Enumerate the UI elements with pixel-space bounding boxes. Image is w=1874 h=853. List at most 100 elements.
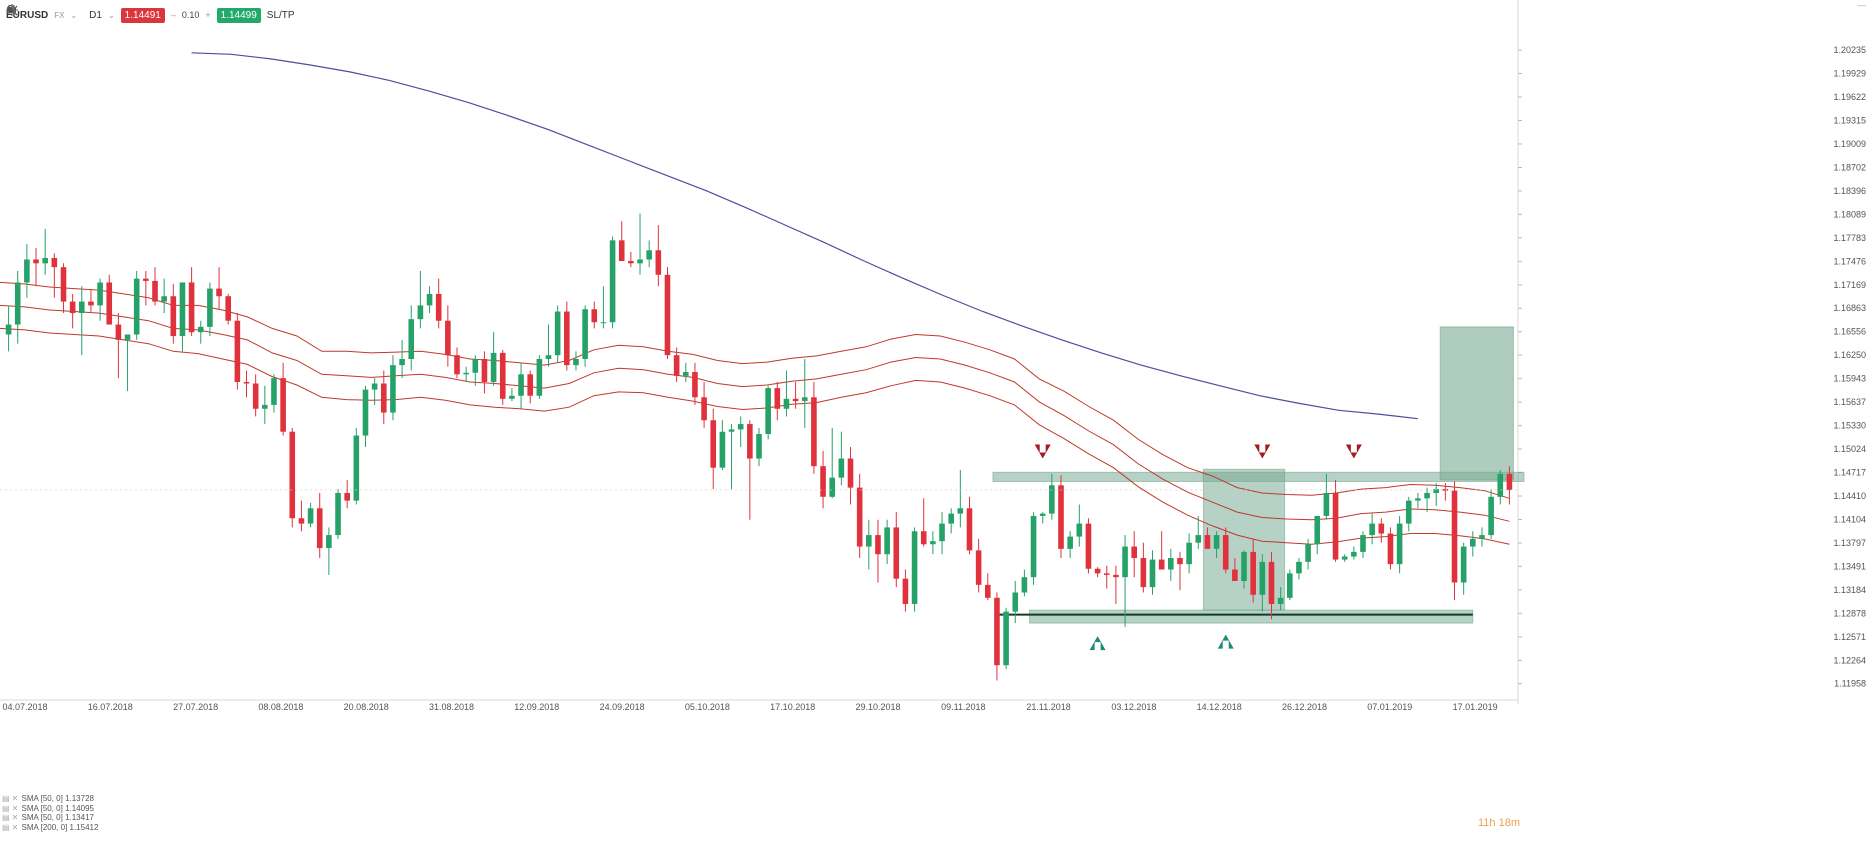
x-tick-label: 03.12.2018	[1111, 702, 1156, 712]
y-tick-label: 1.17476	[1833, 256, 1866, 266]
candle-body	[536, 359, 543, 396]
candle	[445, 305, 451, 367]
candle	[1470, 531, 1476, 557]
candle-body	[737, 424, 744, 430]
candle-body	[509, 395, 515, 399]
candle	[5, 305, 12, 352]
legend-item[interactable]: ▤ ✕ SMA [50, 0] 1.13417	[2, 813, 94, 822]
candle	[289, 427, 296, 528]
candle	[1268, 551, 1275, 620]
line-chart-icon[interactable]	[6, 5, 313, 21]
candle-body	[24, 259, 30, 283]
candle-body	[97, 282, 103, 306]
y-tick-label: 1.16250	[1833, 350, 1866, 360]
zoom-in-icon[interactable]	[6, 4, 367, 21]
zoom-out-icon[interactable]	[6, 4, 349, 21]
candle	[1433, 483, 1440, 506]
close-icon[interactable]: —	[1857, 0, 1866, 10]
candle-body	[673, 355, 680, 376]
candle	[417, 270, 424, 329]
candle-body	[792, 398, 799, 402]
quantity-plus-button[interactable]: +	[205, 10, 211, 20]
candle	[1094, 567, 1101, 578]
chart-toolbar: EURUSD FX ⌄ D1 ⌄ 1.14491 – 0.10 + 1.1449…	[6, 4, 385, 26]
candle	[216, 267, 222, 310]
chevron-down-icon[interactable]: ⌄	[70, 10, 78, 20]
candle-body	[1232, 569, 1238, 581]
candle-body	[1433, 489, 1440, 493]
candle	[170, 283, 177, 344]
candle	[14, 270, 21, 344]
candle	[747, 420, 753, 520]
legend-item[interactable]: ▤ ✕ SMA [200, 0] 1.15412	[2, 822, 99, 832]
candle-body	[1131, 546, 1138, 559]
candle-body	[1168, 558, 1174, 570]
quantity-minus-button[interactable]: –	[170, 10, 176, 20]
candle-body	[207, 288, 213, 327]
candle-body	[326, 535, 332, 549]
candle-body	[133, 278, 140, 335]
candle	[875, 519, 881, 583]
chevron-down-icon[interactable]: ⌄	[107, 10, 115, 20]
candle	[765, 385, 771, 440]
candle	[829, 427, 836, 499]
legend-item[interactable]: ▤ ✕ SMA [50, 0] 1.14095	[2, 803, 94, 813]
candle	[1314, 515, 1321, 555]
candle	[1378, 518, 1385, 543]
candle	[792, 381, 799, 409]
candle	[307, 502, 314, 528]
sell-arrow-icon	[1254, 444, 1271, 459]
candle	[353, 427, 360, 505]
candle-body	[1351, 551, 1357, 557]
timeframe-label[interactable]: D1	[89, 9, 102, 21]
candle-body	[664, 274, 671, 356]
candle-body	[14, 282, 21, 325]
candle	[783, 370, 790, 417]
candle	[582, 305, 588, 367]
candle-body	[188, 282, 195, 333]
candle-body	[1195, 535, 1202, 543]
candle-body	[390, 365, 396, 413]
candle-body	[1030, 515, 1037, 578]
candle	[966, 496, 973, 555]
symbol-label[interactable]: EURUSD	[6, 9, 49, 21]
sltp-button[interactable]: SL/TP	[266, 9, 295, 21]
candle-body	[51, 257, 58, 268]
quantity-field[interactable]: 0.10	[181, 10, 200, 20]
candle-body	[1250, 551, 1256, 595]
candle	[930, 531, 936, 555]
candle-body	[756, 434, 762, 459]
candle	[1140, 542, 1147, 593]
candle	[454, 347, 460, 379]
candle-body	[1378, 523, 1385, 534]
candle-body	[518, 374, 524, 396]
candle	[1131, 531, 1138, 578]
candle-body	[866, 535, 872, 547]
x-tick-label: 07.01.2019	[1367, 702, 1412, 712]
candle-body	[1286, 573, 1293, 598]
candle	[838, 431, 845, 486]
legend-item[interactable]: ▤ ✕ SMA [50, 0] 1.13728	[2, 794, 94, 803]
candle-body	[234, 320, 241, 382]
candle-body	[1323, 492, 1330, 516]
candle-body	[618, 240, 625, 262]
candle	[682, 362, 689, 382]
candlestick-icon[interactable]	[7, 5, 331, 21]
indicator-legend: ▤ ✕ SMA [50, 0] 1.13728 ▤ ✕ SMA [50, 0] 1.…	[2, 794, 98, 832]
sma-line	[191, 52, 1418, 420]
candle-body	[417, 305, 424, 320]
candle-body	[262, 404, 268, 409]
candle-body	[957, 508, 964, 514]
candle-body	[490, 352, 497, 382]
candle-body	[1012, 592, 1019, 612]
candle	[1360, 531, 1366, 559]
buy-price-button[interactable]: 1.14499	[216, 7, 261, 23]
crosshair-icon[interactable]	[6, 4, 385, 21]
candle	[1250, 538, 1256, 603]
y-tick-label: 1.14104	[1833, 514, 1866, 524]
candle-body	[1497, 473, 1504, 497]
sell-price-button[interactable]: 1.14491	[120, 7, 165, 23]
candle	[1067, 531, 1073, 559]
y-tick-label: 1.15943	[1833, 374, 1866, 384]
